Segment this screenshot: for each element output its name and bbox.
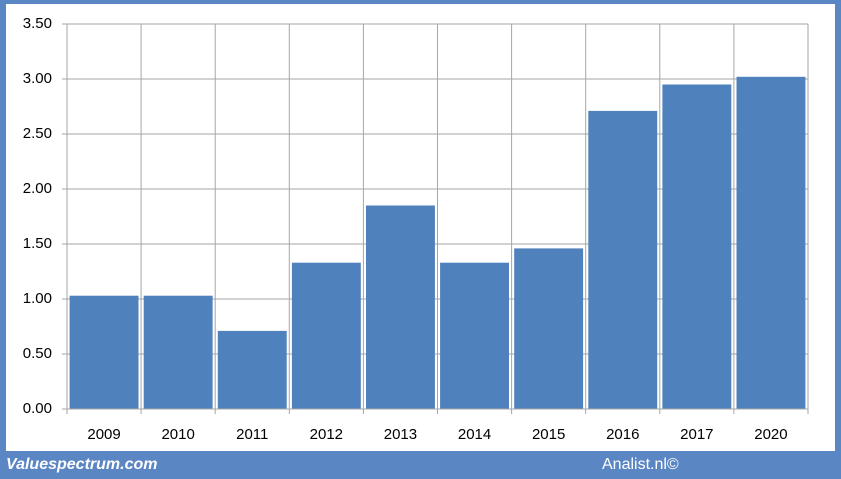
bar xyxy=(662,84,732,409)
bar xyxy=(736,76,806,410)
y-tick-label: 3.00 xyxy=(23,70,52,87)
x-tick-label: 2017 xyxy=(680,426,713,443)
x-tick-label: 2012 xyxy=(310,426,343,443)
x-tick-label: 2010 xyxy=(161,426,194,443)
footer-left: Valuespectrum.com xyxy=(6,456,157,473)
bar xyxy=(365,205,435,409)
x-tick-label: 2011 xyxy=(236,426,268,443)
y-tick-label: 0.00 xyxy=(23,400,52,417)
bar xyxy=(217,330,287,409)
y-tick-label: 0.50 xyxy=(23,345,52,362)
x-tick-label: 2014 xyxy=(458,426,491,443)
y-tick-label: 1.00 xyxy=(23,290,52,307)
bar xyxy=(588,110,658,410)
x-tick-label: 2020 xyxy=(754,426,787,443)
y-tick-label: 2.00 xyxy=(23,180,52,197)
footer-right: Analist.nl© xyxy=(602,456,679,473)
y-tick-label: 3.50 xyxy=(23,15,52,32)
bar xyxy=(143,295,213,409)
y-tick-label: 2.50 xyxy=(23,125,52,142)
bar xyxy=(69,295,139,409)
bar xyxy=(291,262,361,409)
x-tick-label: 2009 xyxy=(87,426,120,443)
x-tick-label: 2013 xyxy=(384,426,417,443)
bar xyxy=(514,248,584,409)
x-tick-label: 2015 xyxy=(532,426,565,443)
bar xyxy=(440,262,510,409)
y-tick-label: 1.50 xyxy=(23,235,52,252)
x-tick-label: 2016 xyxy=(606,426,639,443)
